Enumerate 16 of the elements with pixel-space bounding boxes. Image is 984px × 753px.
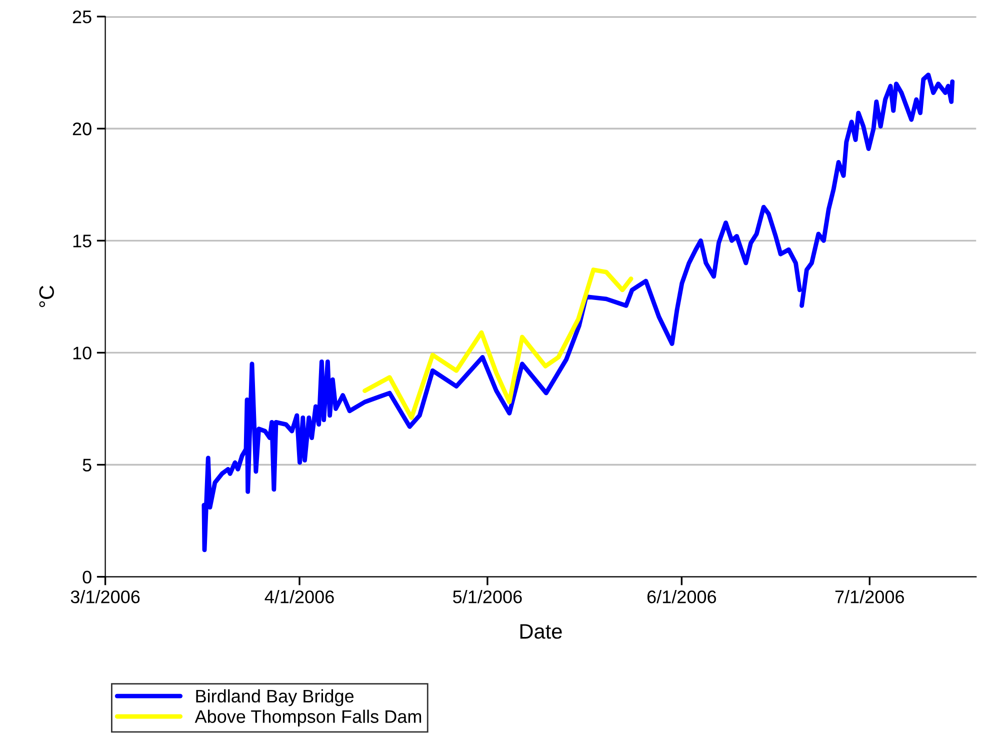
x-tick-label: 5/1/2006 [453,590,522,604]
x-tick-label: 3/1/2006 [70,590,140,604]
y-tick-label: 5 [82,458,92,472]
y-tick-label: 15 [73,234,92,248]
x-tick-label: 6/1/2006 [647,590,716,604]
y-tick-label: 10 [73,346,92,360]
line-series [362,268,634,420]
x-tick-label: 7/1/2006 [835,590,904,604]
x-tick-label: 4/1/2006 [264,590,334,604]
y-tick-label: 25 [72,10,92,24]
y-tick-label: 0 [82,570,92,584]
x-axis-title: Date [520,624,562,639]
legend-label: Above Thompson Falls Dam [194,710,422,727]
legend-label: Birdland Bay Bridge [196,689,354,706]
y-tick-label: 20 [72,122,92,136]
y-axis-title: °C [39,286,54,308]
